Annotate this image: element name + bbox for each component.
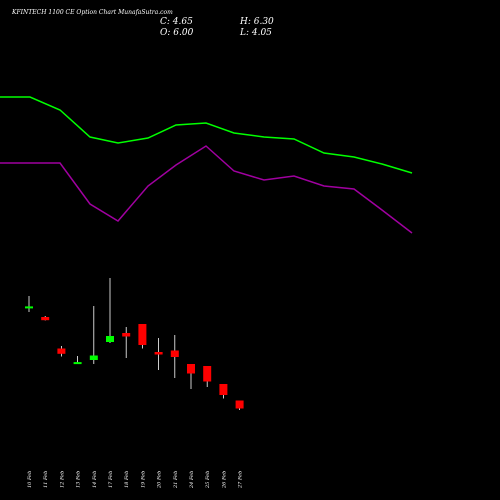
x-tick-label: 14 Feb (92, 471, 98, 488)
candle-body (106, 336, 114, 342)
lower-band-line (0, 145, 413, 234)
x-tick-label: 19 Feb (140, 471, 146, 488)
x-tick-label: 17 Feb (108, 471, 114, 488)
candle-body (219, 384, 228, 395)
candle-body (154, 352, 163, 355)
x-tick-label: 18 Feb (124, 471, 130, 488)
candle-body (122, 333, 131, 337)
high-value: H: 6.30 (240, 17, 274, 27)
candle-body (89, 355, 98, 360)
x-tick-label: 20 Feb (157, 471, 163, 489)
candle-body (138, 324, 147, 345)
candle-body (73, 362, 82, 365)
x-tick-label: 27 Feb (238, 471, 244, 489)
low-value: L: 4.05 (240, 28, 272, 38)
candle-body (187, 364, 195, 374)
chart-title: KFINTECH 1100 CE Option Chart MunafaSutr… (12, 9, 173, 16)
x-tick-label: 24 Feb (189, 471, 195, 489)
x-tick-label: 26 Feb (221, 471, 227, 489)
candle-body (25, 306, 33, 309)
x-tick-label: 12 Feb (59, 471, 65, 488)
x-tick-label: 11 Feb (43, 471, 49, 488)
upper-band-line (0, 96, 413, 174)
x-tick-label: 25 Feb (205, 471, 211, 489)
candle-body (203, 366, 212, 382)
candle-body (41, 317, 50, 321)
candle-body (57, 348, 66, 354)
candle-body (170, 350, 179, 357)
candle-body (235, 400, 244, 409)
x-tick-label: 21 Feb (173, 471, 179, 489)
open-value: O: 6.00 (160, 28, 194, 38)
x-tick-label: 13 Feb (76, 471, 82, 488)
x-tick-label: 10 Feb (27, 471, 33, 488)
close-value: C: 4.65 (160, 17, 193, 27)
candles-group (25, 278, 244, 410)
x-axis-labels: 10 Feb 11 Feb 12 Feb 13 Feb 14 Feb 17 Feb 18 F… (27, 471, 244, 489)
